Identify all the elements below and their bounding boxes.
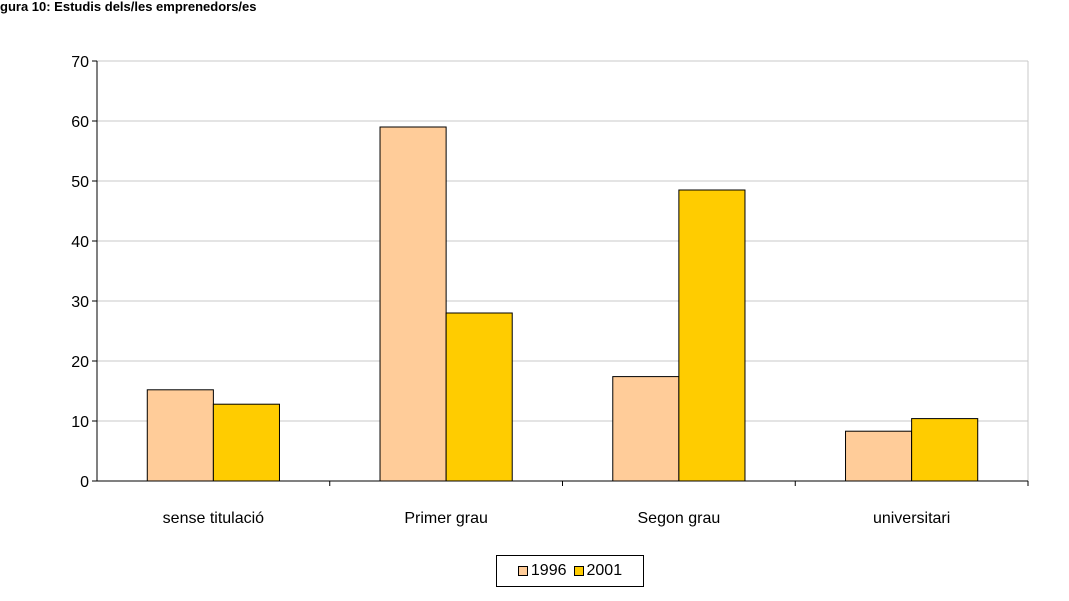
y-tick-labels: 0 10 20 30 40 50 60 70 bbox=[71, 54, 89, 491]
bar-2001-0 bbox=[212, 403, 280, 482]
bar-2001-3 bbox=[911, 418, 979, 482]
legend-swatch-1996 bbox=[517, 566, 528, 576]
y-tick-label: 30 bbox=[71, 294, 89, 311]
x-tick-label: sense titulació bbox=[163, 510, 264, 527]
y-tick-label: 40 bbox=[71, 234, 89, 251]
bar-2001-2 bbox=[678, 189, 746, 482]
bar-1996-2 bbox=[612, 376, 680, 482]
y-tick-label: 10 bbox=[71, 414, 89, 431]
bars bbox=[146, 126, 979, 482]
bar-2001-1 bbox=[445, 312, 513, 482]
x-tick-label: Primer grau bbox=[404, 510, 488, 527]
bar-1996-3 bbox=[845, 430, 913, 482]
legend-swatch-2001 bbox=[573, 566, 584, 576]
legend: 1996 2001 bbox=[496, 555, 644, 587]
page-title: gura 10: Estudis dels/les emprenedors/es bbox=[0, 0, 257, 14]
legend-label-2001: 2001 bbox=[586, 562, 623, 579]
y-tick-label: 20 bbox=[71, 354, 89, 371]
x-tick-label: universitari bbox=[873, 510, 950, 527]
y-tick-label: 60 bbox=[71, 114, 89, 131]
y-tick-label: 70 bbox=[71, 54, 89, 71]
y-tick-label: 0 bbox=[80, 474, 89, 491]
bar-1996-1 bbox=[379, 126, 447, 482]
x-tick-label: Segon grau bbox=[638, 510, 721, 527]
legend-entry-1996: 1996 bbox=[517, 562, 567, 580]
legend-label-1996: 1996 bbox=[530, 562, 567, 579]
axes bbox=[92, 60, 1029, 486]
y-tick-label: 50 bbox=[71, 174, 89, 191]
gridlines bbox=[97, 60, 1029, 481]
bar-1996-0 bbox=[146, 389, 214, 482]
x-tick-labels: sense titulació Primer grau Segon grau univ… bbox=[163, 510, 951, 527]
legend-entry-2001: 2001 bbox=[573, 562, 623, 580]
